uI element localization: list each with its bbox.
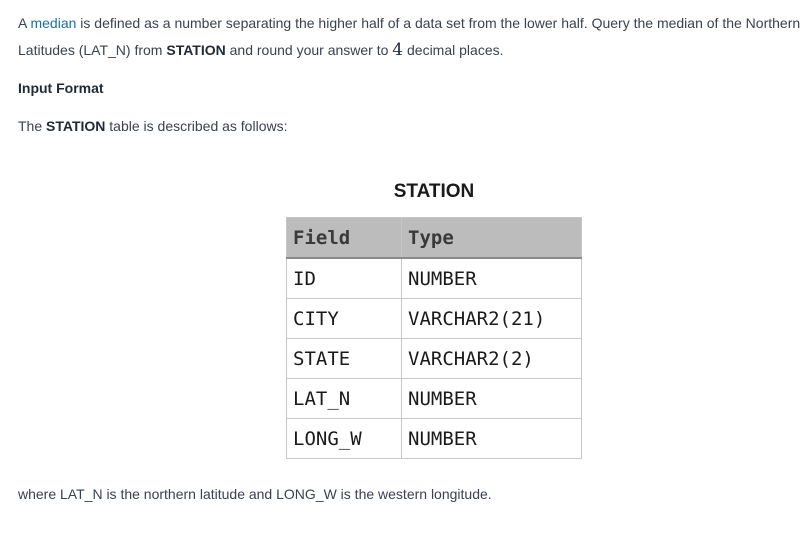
- field-cell: LONG_W: [286, 418, 402, 459]
- field-cell: LAT_N: [286, 378, 402, 419]
- median-link[interactable]: median: [30, 15, 77, 31]
- station-schema-table: Field Type ID NUMBER CITY VARCHAR2(21) S…: [286, 217, 582, 459]
- type-cell: NUMBER: [401, 257, 582, 299]
- intro-prefix: A: [18, 15, 31, 31]
- intro-text-c: decimal places.: [403, 42, 504, 58]
- input-desc-prefix: The: [18, 118, 47, 134]
- type-cell: NUMBER: [401, 378, 582, 419]
- table-row: LAT_N NUMBER: [286, 378, 582, 419]
- table-row: ID NUMBER: [286, 257, 582, 299]
- input-desc-suffix: table is described as follows:: [105, 118, 288, 134]
- station-table-title: STATION: [393, 181, 475, 202]
- table-row: LONG_W NUMBER: [286, 418, 582, 459]
- type-cell: NUMBER: [401, 418, 582, 459]
- decimal-count: 4: [392, 40, 404, 60]
- intro-text-a: is defined as a number separating the hi…: [18, 15, 801, 58]
- intro-paragraph: A median is defined as a number separati…: [18, 10, 803, 64]
- intro-table-name: STATION: [166, 42, 226, 58]
- table-row: STATE VARCHAR2(2): [286, 338, 582, 379]
- type-cell: VARCHAR2(2): [401, 338, 582, 379]
- field-cell: STATE: [286, 338, 402, 379]
- footer-note: where LAT_N is the northern latitude and…: [18, 486, 492, 502]
- field-cell: CITY: [286, 298, 402, 339]
- field-cell: ID: [286, 257, 402, 299]
- input-desc-table: STATION: [46, 118, 106, 134]
- type-cell: VARCHAR2(21): [401, 298, 582, 339]
- table-header-row: Field Type: [286, 217, 582, 259]
- input-format-heading: Input Format: [18, 80, 104, 96]
- header-field: Field: [286, 217, 402, 259]
- header-type: Type: [401, 217, 582, 259]
- input-format-description: The STATION table is described as follow…: [18, 113, 803, 140]
- intro-text-b: and round your answer to: [225, 42, 393, 58]
- table-row: CITY VARCHAR2(21): [286, 298, 582, 339]
